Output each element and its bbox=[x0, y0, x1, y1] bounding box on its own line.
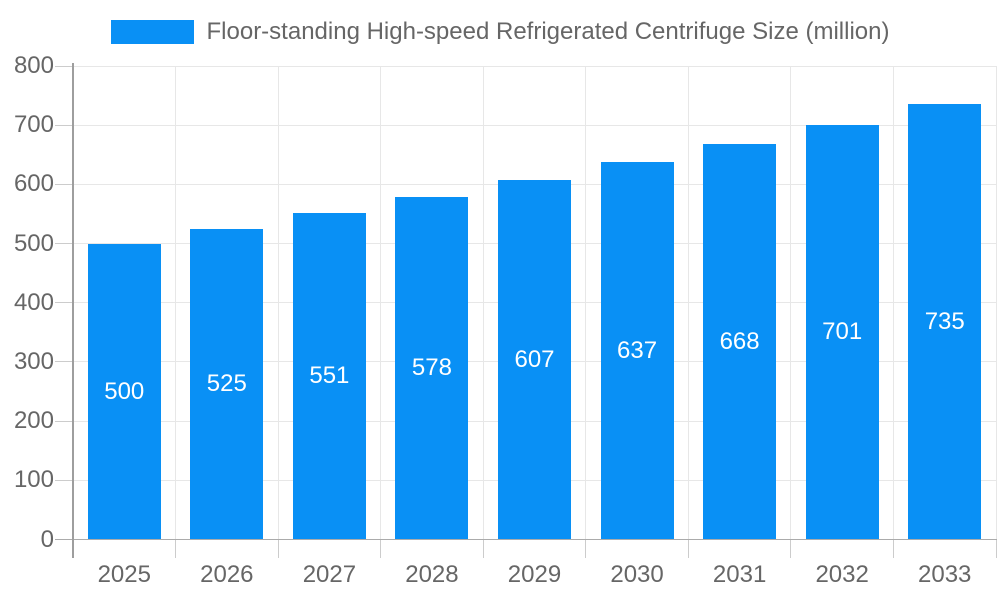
y-axis-line bbox=[72, 63, 74, 558]
x-axis-line bbox=[55, 538, 997, 541]
gridline-vertical bbox=[482, 66, 484, 540]
gridline-vertical bbox=[995, 66, 997, 540]
bar-value-label: 701 bbox=[822, 318, 863, 346]
y-axis-tick-label: 400 bbox=[13, 288, 54, 316]
legend[interactable]: Floor-standing High-speed Refrigerated C… bbox=[0, 19, 1000, 45]
x-axis-tick bbox=[380, 539, 382, 558]
x-axis-tick-label: 2028 bbox=[405, 560, 459, 588]
gridline-horizontal bbox=[73, 65, 996, 67]
gridline-vertical bbox=[790, 66, 792, 540]
gridline-vertical bbox=[380, 66, 382, 540]
bar-value-label: 607 bbox=[514, 345, 555, 373]
y-axis-tick bbox=[55, 124, 73, 126]
y-axis-tick-label: 500 bbox=[13, 229, 54, 257]
bar-value-label: 668 bbox=[719, 327, 760, 355]
legend-label: Floor-standing High-speed Refrigerated C… bbox=[206, 18, 890, 45]
x-axis-tick bbox=[995, 539, 997, 558]
y-axis-tick bbox=[55, 183, 73, 185]
x-axis-tick bbox=[585, 539, 587, 558]
y-axis-tick-label: 800 bbox=[13, 52, 54, 79]
bar[interactable]: 735 bbox=[908, 104, 982, 540]
bar-value-label: 735 bbox=[924, 307, 965, 335]
x-axis-tick-label: 2029 bbox=[507, 560, 562, 588]
y-axis-tick-label: 100 bbox=[13, 466, 54, 494]
y-axis-tick-label: 700 bbox=[13, 111, 54, 139]
legend-swatch bbox=[110, 20, 194, 44]
bar[interactable]: 668 bbox=[703, 144, 777, 540]
gridline-vertical bbox=[277, 66, 279, 540]
x-axis-tick bbox=[892, 539, 894, 558]
y-axis-tick bbox=[55, 361, 73, 363]
y-axis-tick-label: 200 bbox=[13, 407, 54, 435]
gridline-vertical bbox=[585, 66, 587, 540]
bar[interactable]: 607 bbox=[498, 180, 571, 540]
bar[interactable]: 525 bbox=[190, 228, 264, 540]
gridline-vertical bbox=[687, 66, 689, 540]
y-axis-tick-label: 600 bbox=[13, 170, 54, 198]
x-axis-tick bbox=[277, 539, 279, 558]
bar-value-label: 500 bbox=[104, 377, 145, 405]
x-axis-tick-label: 2025 bbox=[97, 560, 151, 588]
x-axis-tick-label: 2033 bbox=[918, 560, 972, 588]
bar[interactable]: 578 bbox=[395, 197, 469, 540]
bar[interactable]: 500 bbox=[87, 243, 161, 540]
x-axis-tick-label: 2030 bbox=[610, 560, 664, 588]
gridline-horizontal bbox=[73, 124, 996, 126]
x-axis-tick bbox=[790, 539, 792, 558]
x-axis-tick bbox=[482, 539, 484, 558]
y-axis-tick bbox=[55, 302, 73, 304]
x-axis-tick-label: 2026 bbox=[200, 560, 254, 588]
y-axis-tick bbox=[55, 65, 73, 67]
x-axis-tick bbox=[687, 539, 689, 558]
x-axis-tick-label: 2027 bbox=[302, 560, 357, 588]
bar-value-label: 637 bbox=[617, 336, 658, 364]
y-axis-tick-label: 0 bbox=[40, 525, 54, 553]
bar[interactable]: 551 bbox=[292, 213, 366, 540]
gridline-vertical bbox=[175, 66, 177, 540]
bar[interactable]: 637 bbox=[600, 162, 674, 540]
gridline-vertical bbox=[892, 66, 894, 540]
bar-value-label: 525 bbox=[206, 370, 247, 398]
x-axis-tick bbox=[175, 539, 177, 558]
y-axis-tick bbox=[55, 420, 73, 422]
y-axis-tick bbox=[55, 479, 73, 481]
bar-value-label: 551 bbox=[309, 362, 350, 390]
x-axis-tick-label: 2032 bbox=[815, 560, 869, 588]
bar[interactable]: 701 bbox=[805, 124, 879, 540]
x-axis-tick-label: 2031 bbox=[712, 560, 767, 588]
bar-value-label: 578 bbox=[411, 354, 452, 382]
y-axis-tick-label: 300 bbox=[13, 347, 54, 375]
y-axis-tick bbox=[55, 243, 73, 245]
